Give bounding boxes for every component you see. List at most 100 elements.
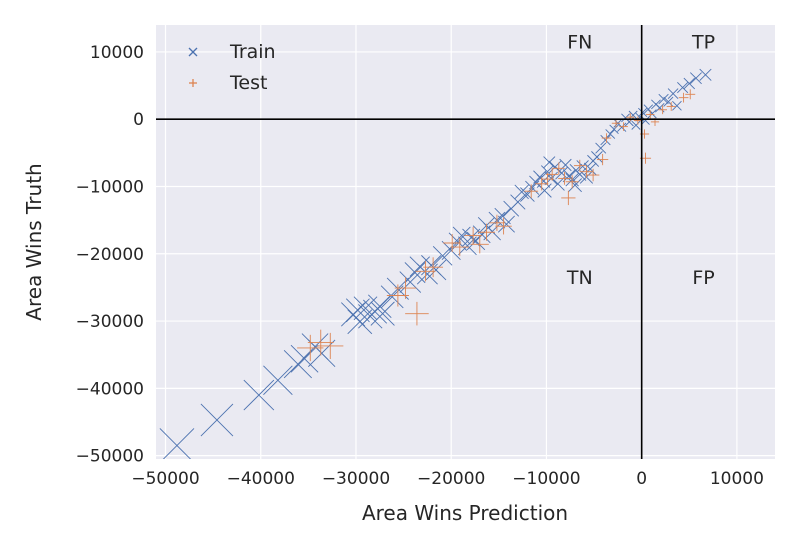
x-tick-label: −20000 — [417, 469, 485, 489]
legend: Train Test — [188, 41, 276, 94]
train-point — [441, 240, 461, 260]
test-point — [405, 301, 429, 326]
train-point — [425, 259, 447, 281]
legend-label-test: Test — [229, 72, 267, 94]
test-point — [646, 110, 655, 119]
x-axis-ticks: −50000 −40000 −30000 −20000 −10000 0 10000 — [131, 469, 764, 489]
train-point — [537, 183, 552, 198]
test-point — [545, 168, 559, 181]
legend-marker-test — [189, 79, 197, 87]
train-point — [520, 187, 535, 202]
test-point — [565, 175, 579, 189]
y-tick-label: −10000 — [76, 177, 144, 197]
train-point — [609, 124, 619, 135]
train-point — [617, 122, 627, 132]
train-point — [514, 184, 529, 200]
train-point — [345, 298, 370, 323]
test-point — [297, 334, 324, 362]
y-tick-label: −50000 — [76, 447, 144, 467]
test-point — [443, 234, 462, 252]
train-series — [159, 68, 712, 459]
train-point — [497, 215, 515, 233]
train-point — [605, 129, 616, 139]
train-point — [462, 228, 481, 247]
test-point — [633, 116, 642, 125]
test-point — [415, 261, 436, 282]
y-tick-label: −30000 — [76, 312, 144, 332]
x-tick-label: 10000 — [710, 469, 764, 489]
test-point — [524, 184, 539, 199]
test-point — [394, 277, 417, 299]
test-point — [601, 133, 612, 143]
train-point — [683, 77, 696, 90]
test-point — [573, 159, 586, 172]
train-point — [600, 134, 611, 146]
quadrant-label-fn: FN — [567, 32, 592, 54]
test-point — [470, 235, 489, 254]
x-tick-label: 0 — [636, 469, 647, 489]
test-point — [561, 190, 576, 206]
x-tick-label: −30000 — [322, 469, 390, 489]
test-point — [488, 214, 506, 231]
train-point — [562, 169, 576, 183]
train-point — [159, 428, 195, 459]
train-point — [243, 379, 275, 411]
train-point — [510, 194, 526, 210]
y-tick-label: 0 — [133, 110, 144, 130]
legend-marker-train — [188, 47, 198, 57]
train-point — [595, 142, 607, 154]
test-point — [558, 172, 571, 185]
train-point — [677, 81, 689, 94]
train-point — [699, 68, 712, 81]
gridlines — [156, 25, 775, 459]
train-point — [290, 344, 319, 373]
y-tick-label: 10000 — [90, 43, 144, 63]
test-point — [586, 168, 600, 182]
train-point — [559, 158, 572, 172]
train-point — [667, 88, 679, 99]
quadrant-label-tp: TP — [691, 32, 715, 54]
test-point — [666, 101, 676, 111]
train-point — [643, 104, 654, 114]
test-point — [317, 332, 344, 360]
train-point — [380, 285, 404, 309]
legend-label-train: Train — [229, 41, 276, 63]
train-point — [494, 207, 511, 225]
test-point — [464, 226, 482, 245]
test-point — [611, 119, 621, 128]
train-point — [472, 225, 491, 244]
test-point — [450, 237, 469, 257]
test-point — [619, 122, 628, 131]
test-point — [580, 165, 593, 178]
test-point — [307, 329, 334, 356]
train-point — [200, 403, 234, 437]
y-tick-label: −40000 — [76, 379, 144, 399]
quadrant-label-tn: TN — [566, 267, 593, 289]
y-tick-label: −20000 — [76, 245, 144, 265]
quadrant-label-fp: FP — [692, 267, 714, 289]
train-point — [370, 301, 395, 326]
train-point — [689, 72, 702, 85]
test-point — [658, 105, 668, 115]
plot-area — [156, 25, 775, 459]
test-point — [495, 217, 512, 235]
train-point — [353, 296, 378, 321]
y-axis-ticks: −50000 −40000 −30000 −20000 −10000 0 10000 — [76, 43, 144, 467]
test-point — [423, 257, 444, 278]
test-point — [477, 223, 495, 241]
test-point — [685, 89, 696, 100]
train-point — [568, 178, 582, 193]
test-point — [678, 92, 689, 103]
train-point — [263, 365, 293, 396]
train-point — [672, 100, 682, 111]
test-series — [297, 89, 696, 362]
x-tick-label: −40000 — [227, 469, 295, 489]
train-point — [543, 156, 556, 169]
train-point — [631, 120, 641, 130]
reference-lines — [156, 25, 775, 459]
test-point — [597, 153, 609, 166]
train-point — [658, 93, 669, 105]
quadrant-labels: FN TP TN FP — [566, 32, 715, 290]
x-tick-label: −10000 — [512, 469, 580, 489]
